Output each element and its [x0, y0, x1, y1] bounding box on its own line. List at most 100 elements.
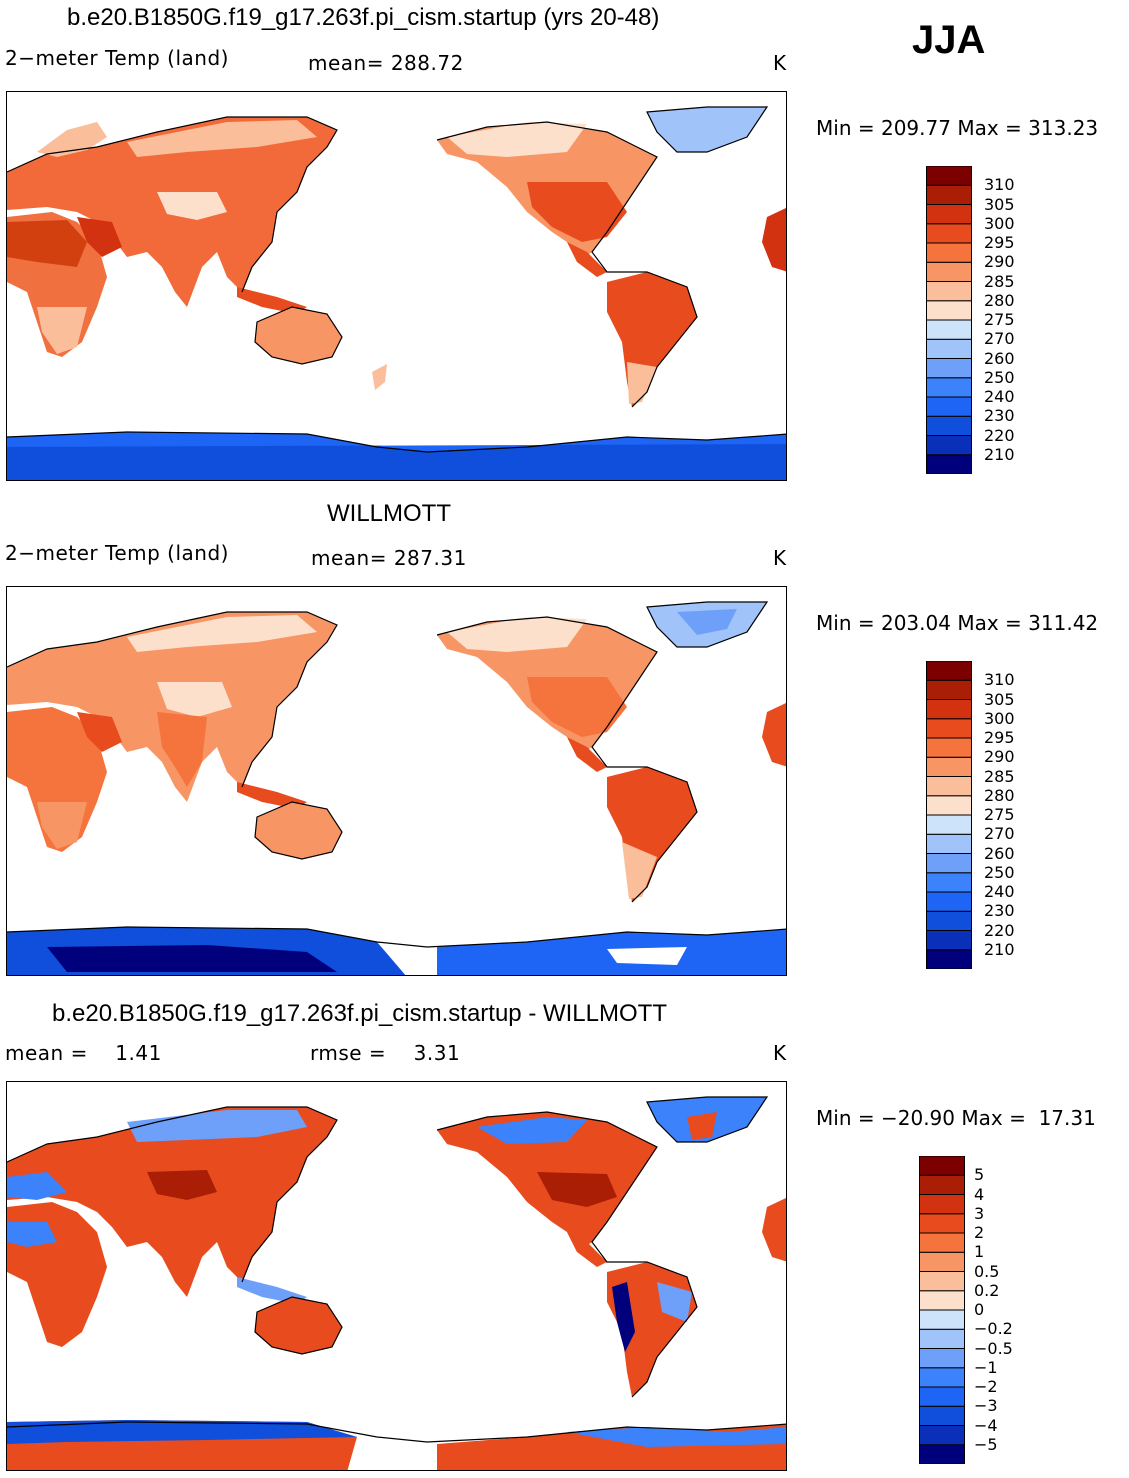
land-southern-africa [37, 802, 87, 849]
colorbar-tick-label: 275 [984, 805, 1015, 824]
colorbar-tick-label: −1 [974, 1357, 998, 1377]
land-new-zealand [372, 364, 387, 390]
colorbar-swatch [926, 319, 972, 340]
colorbar-swatch [919, 1213, 965, 1234]
colorbar-tick-label: 1 [974, 1242, 985, 1262]
colorbar-swatch [926, 891, 972, 912]
panel2-variable-label: 2−meter Temp (land) [5, 541, 229, 565]
colorbar-swatch [926, 165, 972, 186]
panel2-map-svg [7, 601, 786, 975]
land-southern-africa [37, 307, 87, 354]
colorbar-swatch [919, 1232, 965, 1253]
colorbar-tick-label: 5 [974, 1165, 985, 1185]
coastline-antarctica [7, 431, 786, 453]
panel3-min-label: Min [816, 1106, 852, 1130]
panel2-colorbar [926, 660, 972, 973]
colorbar-swatch [919, 1444, 965, 1465]
panel3-map [6, 1081, 787, 1471]
panel2-min-label: Min [816, 611, 852, 635]
land-patagonia [627, 362, 657, 404]
colorbar-tick-label: 305 [984, 194, 1015, 214]
colorbar-swatch [926, 281, 972, 302]
colorbar-tick-label: 210 [984, 939, 1015, 959]
land-central-america [567, 737, 607, 772]
panel3-map-svg [7, 1096, 786, 1470]
colorbar-tick-label: 0 [974, 1300, 985, 1319]
coastline-americas [436, 616, 698, 903]
colorbar-swatch [919, 1328, 965, 1349]
colorbar-swatch [926, 358, 972, 379]
colorbar-swatch [919, 1174, 965, 1195]
colorbar-tick-label: 295 [984, 728, 1015, 747]
colorbar-tick-label: 260 [984, 843, 1015, 863]
panel1-min-value: 209.77 [880, 116, 951, 140]
panel2-max-value: 311.42 [1028, 611, 1099, 635]
colorbar-tick-label: 305 [984, 689, 1015, 709]
colorbar-swatch [926, 223, 972, 244]
land-australia [255, 802, 342, 859]
land-canada-blue [477, 1117, 587, 1144]
colorbar-swatch [926, 242, 972, 263]
colorbar-tick-label: 0.5 [974, 1261, 1000, 1281]
panel2-max-label: Max [957, 611, 999, 635]
panel2-minmax: Min = 203.04 Max = 311.42 [816, 611, 1099, 635]
colorbar-tick-label: 285 [984, 766, 1015, 786]
land-brazil-blue [657, 1282, 692, 1322]
colorbar-swatch [919, 1271, 965, 1292]
coastline-eurasia [7, 116, 338, 293]
panel2-colorbar-svg [926, 660, 972, 970]
colorbar-tick-label: 310 [984, 175, 1015, 195]
land-antarctica-edge [7, 432, 786, 452]
land-usa [527, 182, 627, 242]
land-australia [255, 1297, 342, 1354]
land-west-africa-wrap [762, 702, 786, 767]
colorbar-tick-label: 290 [984, 747, 1015, 767]
colorbar-tick-label: 280 [984, 290, 1015, 310]
panel3-mean-value: 1.41 [115, 1041, 162, 1065]
colorbar-swatch [926, 737, 972, 758]
colorbar-swatch [926, 853, 972, 874]
coastline-greenland [646, 601, 769, 648]
panel3-rmse-label: rmse = [310, 1041, 387, 1065]
colorbar-swatch [919, 1251, 965, 1272]
colorbar-tick-label: 310 [984, 670, 1015, 690]
land-canada-north [447, 617, 587, 652]
land-australia [255, 307, 342, 364]
colorbar-swatch [926, 679, 972, 700]
colorbar-swatch [926, 910, 972, 931]
colorbar-swatch [926, 756, 972, 777]
coastline-australia [254, 306, 343, 365]
coastline-greenland [646, 1096, 769, 1143]
panel1-max-label: Max [957, 116, 999, 140]
panel3-max-value: 17.31 [1038, 1106, 1096, 1130]
colorbar-swatch [926, 872, 972, 893]
colorbar-tick-label: 275 [984, 310, 1015, 329]
colorbar-tick-label: 240 [984, 387, 1015, 406]
land-west-africa-wrap [762, 207, 786, 272]
colorbar-tick-label: 220 [984, 920, 1015, 940]
land-africa-blue [7, 1222, 57, 1247]
panel3-rmse-value: 3.31 [413, 1041, 461, 1065]
land-arabia [77, 712, 122, 752]
land-central-america [567, 242, 607, 277]
coastline-greenland [646, 106, 769, 153]
panel1-colorbar-svg [926, 165, 972, 475]
land-usa-dark [537, 1172, 617, 1207]
land-central-asia-dark [147, 1170, 217, 1200]
colorbar-tick-label: 290 [984, 252, 1015, 272]
panel2-units: K [773, 546, 787, 570]
panel3-max-label: Max [961, 1106, 1003, 1130]
colorbar-tick-label: 300 [984, 708, 1015, 728]
colorbar-tick-label: −0.2 [974, 1319, 1013, 1339]
colorbar-swatch [919, 1348, 965, 1369]
land-indonesia [237, 287, 307, 314]
colorbar-swatch [926, 396, 972, 417]
land-south-america [607, 272, 697, 407]
colorbar-swatch [926, 184, 972, 205]
coastline-eurasia [7, 611, 338, 788]
panel2-map [6, 586, 787, 976]
colorbar-swatch [926, 377, 972, 398]
colorbar-tick-label: 0.2 [974, 1280, 1000, 1300]
colorbar-tick-label: −0.5 [974, 1338, 1013, 1358]
colorbar-swatch [926, 949, 972, 970]
